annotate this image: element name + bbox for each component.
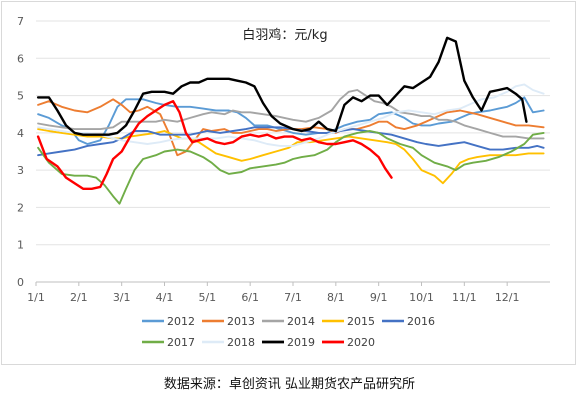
legend-label-2012: 2012 (167, 315, 195, 328)
source-caption: 数据来源：卓创资讯 弘业期货农产品研究所 (163, 377, 416, 392)
series-line-2012 (37, 96, 545, 145)
x-tick-label: 10/1 (409, 291, 434, 304)
x-tick-label: 3/1 (113, 291, 131, 304)
x-tick-label: 8/1 (327, 291, 345, 304)
series-line-2020 (36, 100, 393, 190)
legend-label-2016: 2016 (407, 315, 435, 328)
x-tick-label: 9/1 (370, 291, 388, 304)
legend-label-2013: 2013 (227, 315, 255, 328)
x-tick-label: 11/1 (452, 291, 477, 304)
x-tick-label: 6/1 (241, 291, 259, 304)
x-tick-label: 1/1 (27, 291, 45, 304)
series-lines (36, 36, 545, 205)
x-tick-label: 4/1 (156, 291, 174, 304)
series-line-2019 (36, 36, 528, 136)
x-tick-label: 7/1 (284, 291, 302, 304)
line-chart: 0 1 2 3 4 5 6 7 1/1 2/1 3/1 4/1 5/1 6/1 7/1 8/1 9/1 10/1 1… (17, 15, 550, 349)
gridlines (36, 20, 550, 283)
x-tick-label: 12/1 (495, 291, 520, 304)
x-tick-label: 5/1 (198, 291, 216, 304)
y-tick-label: 6 (17, 52, 24, 65)
legend-label-2014: 2014 (287, 315, 315, 328)
y-tick-label: 0 (17, 276, 24, 289)
chart-title: 白羽鸡：元/kg (242, 27, 327, 43)
legend-label-2017: 2017 (167, 336, 195, 349)
y-tick-label: 2 (17, 201, 24, 214)
y-tick-label: 3 (17, 164, 24, 177)
legend-label-2018: 2018 (227, 336, 255, 349)
legend-label-2015: 2015 (347, 315, 375, 328)
series-line-2017 (37, 130, 545, 205)
series-line-2013 (37, 98, 545, 157)
y-tick-label: 7 (17, 15, 24, 28)
legend-label-2019: 2019 (287, 336, 315, 349)
series-line-2016 (37, 126, 545, 157)
legend: 2012 2013 2014 2015 2016 2017 2018 2019 2020 (142, 315, 435, 349)
series-line-2018 (37, 83, 545, 147)
y-tick-label: 4 (17, 127, 24, 140)
x-tick-label: 2/1 (70, 291, 88, 304)
axes: 0 1 2 3 4 5 6 7 1/1 2/1 3/1 4/1 5/1 6/1 7/1 8/1 9/1 10/1 1… (17, 15, 520, 304)
legend-label-2020: 2020 (347, 336, 375, 349)
y-tick-label: 1 (17, 239, 24, 252)
y-tick-label: 5 (17, 90, 24, 103)
